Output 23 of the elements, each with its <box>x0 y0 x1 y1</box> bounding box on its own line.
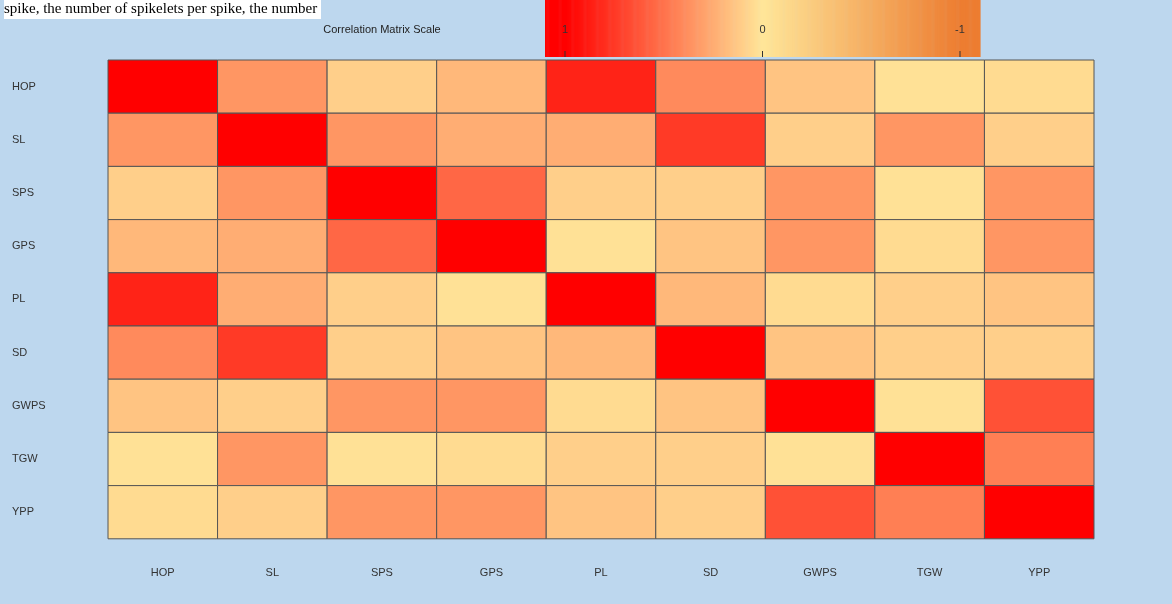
x-tick-label: PL <box>594 566 608 579</box>
y-tick-label: PL <box>12 292 26 305</box>
y-tick-label: TGW <box>12 452 39 465</box>
x-tick-label: SPS <box>370 566 393 579</box>
y-tick-label: SL <box>12 132 26 145</box>
x-tick-label: GWPS <box>803 566 837 579</box>
color-bar-label: 1 <box>561 23 569 36</box>
color-bar-label: -1 <box>955 23 965 36</box>
x-tick-label: GPS <box>479 566 504 579</box>
color-bar-label: 0 <box>759 23 766 36</box>
x-tick-label: SL <box>265 566 280 579</box>
y-tick-label: GWPS <box>12 398 46 411</box>
y-tick-label: SPS <box>12 186 35 199</box>
y-tick-label: YPP <box>12 505 35 518</box>
x-tick-label: SD <box>702 566 719 579</box>
y-tick-label: GPS <box>12 239 36 252</box>
y-tick-label: SD <box>12 345 28 358</box>
x-tick-label: YPP <box>1028 566 1051 579</box>
color-bar-title: Correlation Matrix Scale <box>323 23 441 36</box>
x-tick-label: HOP <box>150 566 175 579</box>
y-tick-label: HOP <box>12 79 36 92</box>
text: spike, the number of spikelets per spike, the number <box>4 0 322 19</box>
x-tick-label: TGW <box>916 566 944 579</box>
